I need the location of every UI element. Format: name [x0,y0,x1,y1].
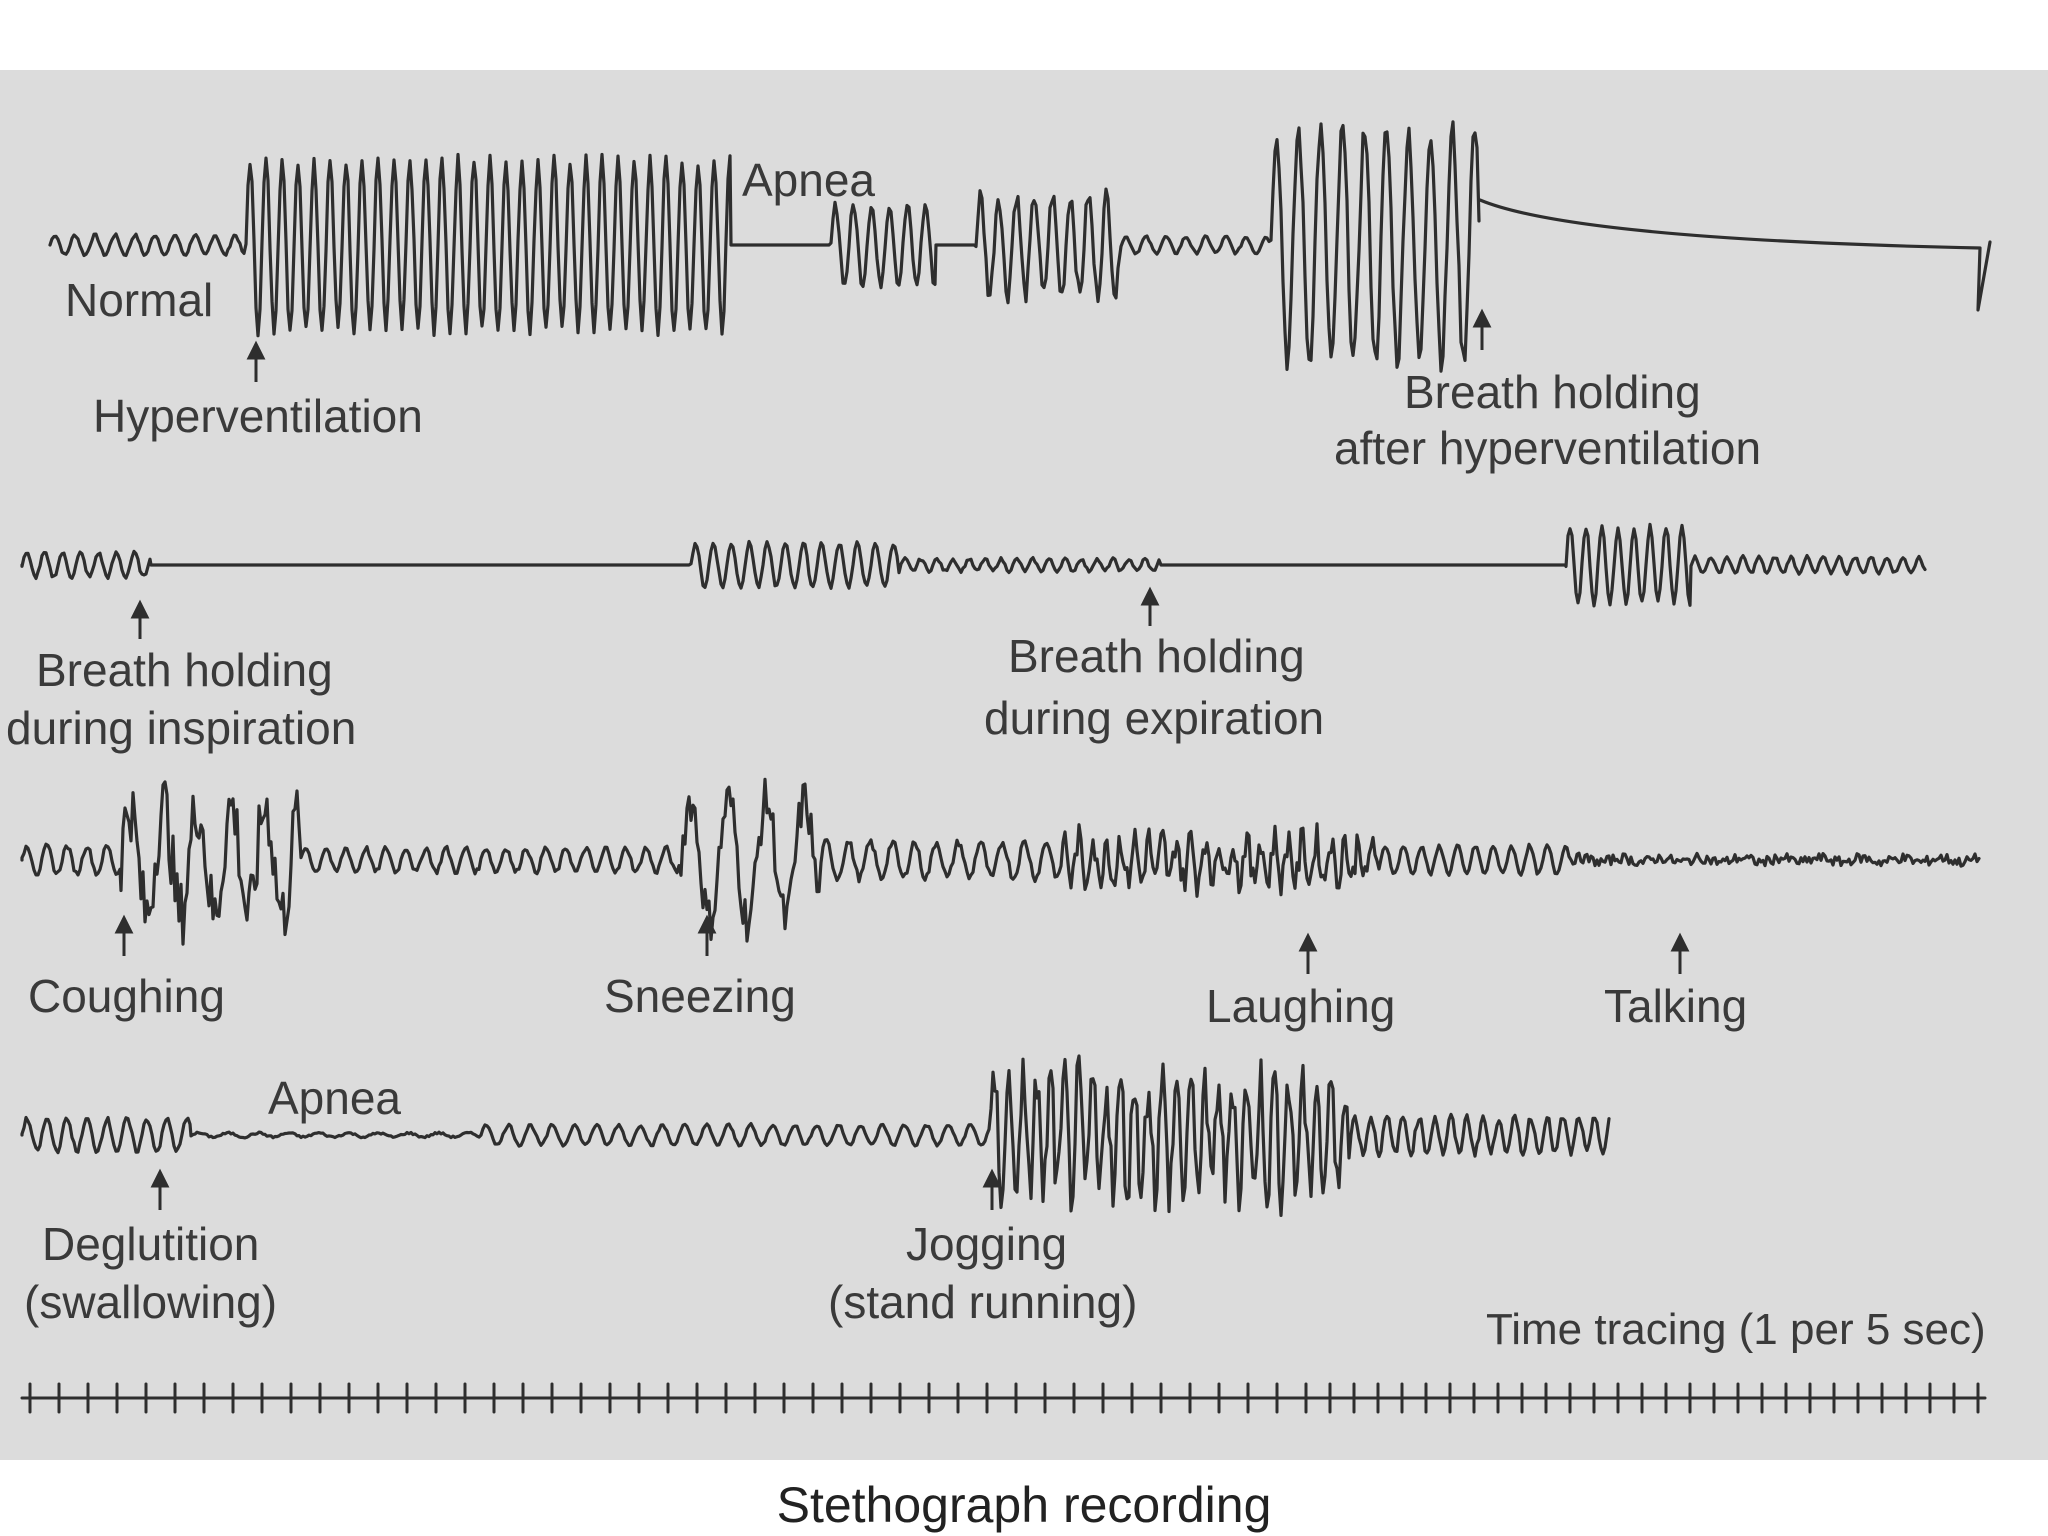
trace-row-1 [48,120,1481,373]
label-apnea-1: Apnea [742,154,876,206]
label-bh-inspiration-2: during inspiration [6,702,357,754]
label-talking: Talking [1604,980,1748,1032]
label-jogging-1: Jogging [906,1218,1068,1270]
label-bh-expiration-2: during expiration [984,692,1325,744]
label-laughing: Laughing [1206,980,1396,1032]
label-deglutition-1: Deglutition [42,1218,260,1270]
arrow-laughing [1298,932,1318,974]
label-deglutition-2: (swallowing) [24,1276,278,1328]
label-breath-holding-after-1: Breath holding [1404,366,1701,418]
arrow-jogging [982,1168,1002,1210]
trace-row-4 [20,1054,1611,1217]
trace-row-1-breath-hold [1478,198,1992,312]
label-hyperventilation: Hyperventilation [93,390,423,442]
label-jogging-2: (stand running) [828,1276,1138,1328]
arrow-bh-expiration [1140,586,1160,626]
trace-row-2 [20,522,1927,608]
label-time-tracing: Time tracing (1 per 5 sec) [1486,1305,1986,1354]
arrow-talking [1670,932,1690,974]
label-apnea-2: Apnea [268,1072,402,1124]
arrow-hyperventilation [246,340,266,382]
arrow-bh-inspiration [130,599,150,639]
label-bh-expiration-1: Breath holding [1008,630,1305,682]
figure-caption: Stethograph recording [776,1477,1272,1533]
label-normal: Normal [65,274,214,326]
arrow-sneezing [697,914,717,956]
label-breath-holding-after-2: after hyperventilation [1334,422,1762,474]
arrow-deglutition [150,1168,170,1210]
trace-row-3 [20,777,1981,946]
time-tracing-line [20,1382,1987,1414]
label-coughing: Coughing [28,970,225,1022]
arrow-breath-holding-after [1472,308,1492,350]
label-bh-inspiration-1: Breath holding [36,644,333,696]
label-sneezing: Sneezing [604,970,796,1022]
arrow-coughing [114,914,134,956]
